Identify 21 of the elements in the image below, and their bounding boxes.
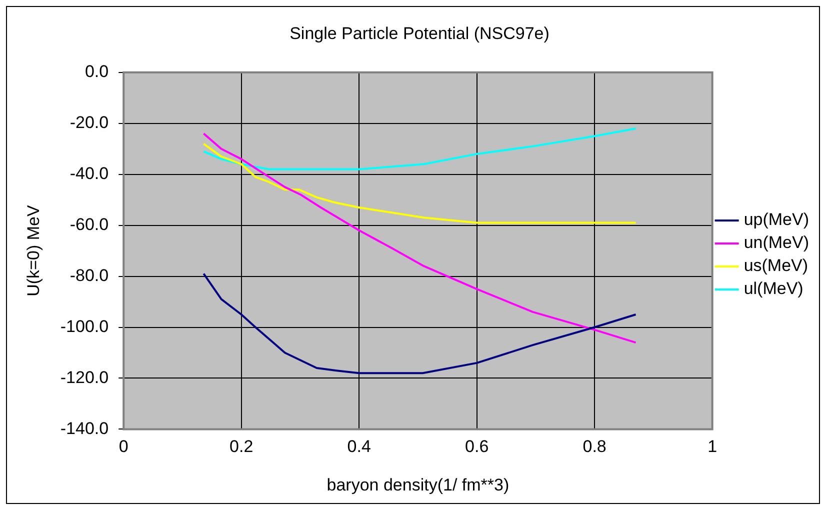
chart-title: Single Particle Potential (NSC97e) xyxy=(290,24,550,43)
legend-label: up(MeV) xyxy=(744,210,809,230)
x-tick-label: 0.4 xyxy=(347,437,371,456)
x-axis-title: baryon density(1/ fm**3) xyxy=(326,475,510,494)
y-tick-label: -80.0 xyxy=(70,266,109,285)
y-tick-label: -40.0 xyxy=(70,164,109,184)
y-tick-label: 0.0 xyxy=(84,62,109,82)
y-axis-title: U(k=0) MeV xyxy=(24,204,43,296)
y-tick-label: -140.0 xyxy=(60,418,109,438)
y-tick-label: -60.0 xyxy=(70,215,109,234)
legend-label: un(MeV) xyxy=(744,233,809,252)
x-tick-label: 0 xyxy=(118,437,128,456)
x-tick-label: 0.6 xyxy=(465,437,489,456)
x-tick-label: 0.2 xyxy=(230,437,254,456)
x-tick-label: 1 xyxy=(708,437,718,456)
x-tick-label: 0.8 xyxy=(582,437,606,456)
y-tick-label: -100.0 xyxy=(60,316,109,336)
y-tick-label: -120.0 xyxy=(60,368,109,387)
legend-label: us(MeV) xyxy=(744,256,808,276)
y-tick-label: -20.0 xyxy=(70,113,109,132)
legend-label: ul(MeV) xyxy=(744,279,804,298)
